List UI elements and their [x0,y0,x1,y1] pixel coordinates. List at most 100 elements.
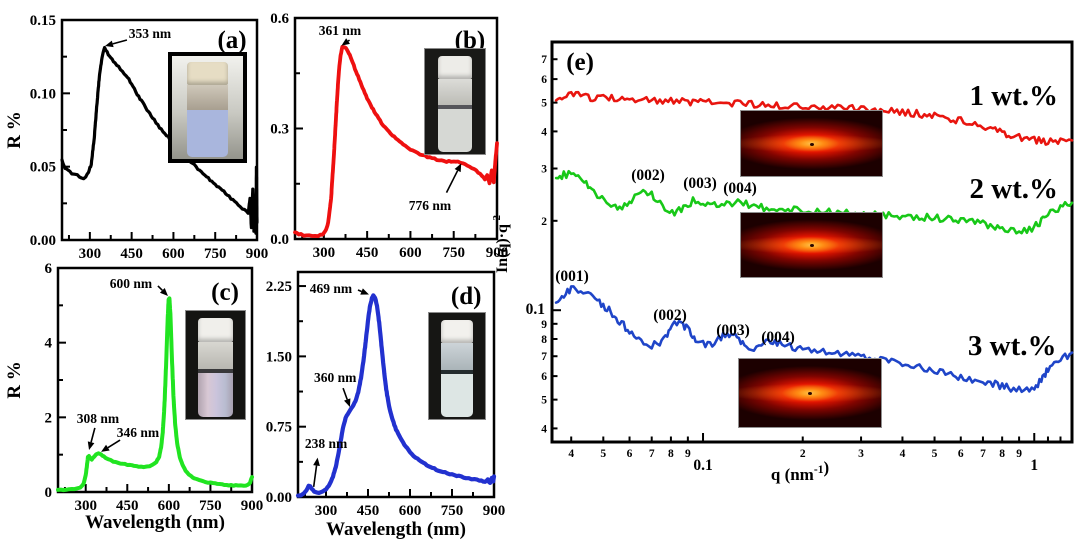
y-tick-label: 0.00 [266,490,292,506]
x-tick-label: 600 [399,503,422,519]
annotation-353-nm-arrow [112,39,128,45]
vial [437,55,473,153]
y-tick-label: 9 [541,319,547,331]
y-tick-label: 5 [541,395,547,407]
x-axis-title-e: q (nm-1) [771,458,829,484]
y-tick-label: 0.00 [30,233,56,249]
vial [198,317,233,418]
vial [440,319,474,418]
annotation-469-nm-arrow [357,289,362,293]
vial-photo-d [428,312,486,420]
saxs-pattern-saxs-3wt [738,358,882,428]
x-tick-label: 300 [79,246,102,262]
vial-cap [198,317,233,342]
y-tick-label: 0.10 [30,86,56,102]
x-tick-label: 450 [116,498,139,514]
annotation-360-nm-arrow [342,387,348,400]
vial-photo-c [185,310,246,420]
ticks-b: 300 450 600 750 900 0.0 0.3 0.6 [270,11,508,261]
beamstop-dot [809,142,814,146]
axes-frame-d [296,270,496,499]
annotation-600-nm-arrowhead [159,287,168,296]
x-tick-label: 450 [120,246,143,262]
annotation-004: (004) [761,329,795,346]
annotation-776-nm-arrowhead [454,163,462,173]
x-tick-label: 900 [241,498,264,514]
x-tick-label: 750 [441,503,464,519]
y-tick-label: 7 [541,54,547,66]
x-tick-label: 8 [999,448,1005,460]
x-tick-label: 300 [315,503,338,519]
series-saxs-1wt [554,90,1074,146]
vial-glass [440,343,474,370]
vial [186,62,229,157]
y-tick-label: 6 [45,261,53,277]
annotation-346-nm: 346 nm [117,425,160,440]
y-tick-label: 5 [541,98,547,110]
vial-glass [198,341,233,369]
x-axis-title-d: Wavelength (nm) [326,519,466,540]
x-tick-label: 900 [246,246,269,262]
x-tick-label: 900 [483,503,506,519]
x-tick-label: 900 [486,245,509,261]
annotation-353-nm-arrowhead [104,40,114,48]
annotation-003: (003) [716,322,750,339]
beamstop-dot [808,392,812,395]
y-tick-label: 0 [45,485,53,501]
y-axis-title-a: R % [4,111,25,148]
annotation-361-nm-arrowhead [341,38,350,46]
y-axis-title-c: R % [4,361,25,398]
annotation-360-nm: 360 nm [314,370,357,385]
x-tick-label: 750 [442,245,465,261]
annotation-469-nm-arrowhead [360,288,369,295]
y-tick-label: 0.05 [30,160,56,176]
annotation-308-nm-arrow [90,427,96,443]
vial-liquid [186,110,229,157]
y-tick-label: 1.50 [266,349,292,365]
x-tick-label: 750 [199,498,222,514]
vial-cap [186,62,229,85]
series-saxs-2wt [554,169,1074,235]
ticks-d: 300 450 600 750 900 0.00 0.75 1.50 2.25 [266,279,506,519]
vial-photo-b [424,48,486,155]
y-tick-label: 7 [541,351,547,363]
panel-letter-c: (c) [211,279,239,306]
x-tick-label: 5 [600,448,606,460]
x-tick-label: 2 [800,448,806,460]
series-label-saxs-3wt: 3 wt.% [968,330,1057,362]
y-tick-label: 0.6 [270,11,289,27]
y-tick-label: 3 [541,164,547,176]
annotation-238-nm-arrow [312,465,318,487]
annotation-361-nm: 361 nm [319,23,362,38]
liquid-meniscus-band [198,368,233,373]
x-tick-label: 3 [858,448,864,460]
series-spectrum-blue [295,293,497,498]
ticks-c: 300 450 600 750 900 0 2 4 6 [45,261,264,514]
x-tick-label: 1 [1030,457,1038,474]
liquid-meniscus-band [440,369,474,374]
y-tick-label: 4 [541,126,547,138]
x-tick-label: 600 [399,245,422,261]
y-tick-label: 8 [541,334,547,346]
x-tick-label: 6 [627,448,633,460]
series-spectrum-green [56,296,254,493]
annotation-776-nm: 776 nm [409,198,452,213]
x-tick-label: 300 [313,245,336,261]
annotation-361-nm-arrow [347,39,350,42]
y-tick-label: 0.3 [270,122,289,138]
panel-letter-a: (a) [217,27,246,54]
annotation-001: (001) [555,268,589,285]
beamstop-dot [809,244,814,247]
vial-cap [437,55,473,79]
annotation-002: (002) [631,167,665,184]
y-tick-label: 4 [45,336,53,352]
y-tick-label: 6 [541,371,547,383]
annotation-360-nm-arrowhead [344,398,351,407]
vial-liquid [198,368,233,418]
series-label-saxs-1wt: 1 wt.% [969,80,1058,112]
x-tick-label: 300 [74,498,97,514]
annotation-238-nm: 238 nm [305,436,348,451]
x-tick-label: 600 [162,246,185,262]
